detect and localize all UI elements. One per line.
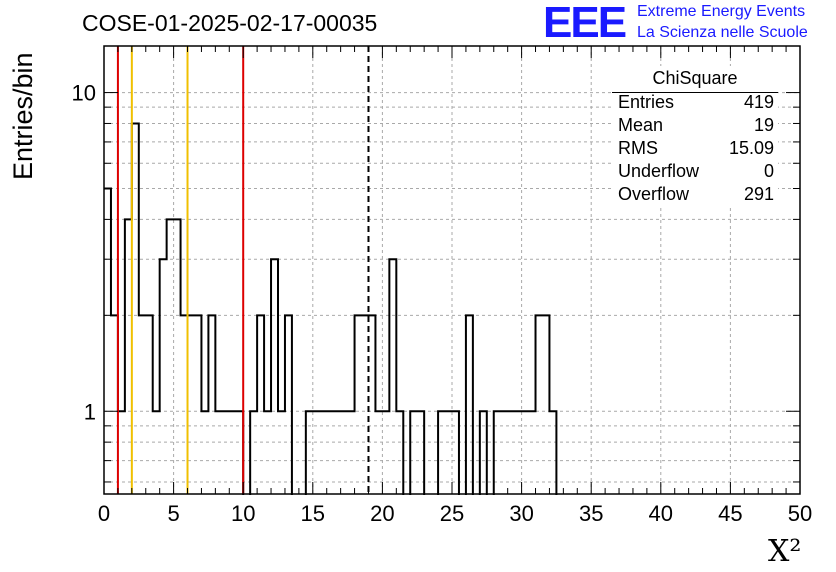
stat-key: RMS	[618, 138, 658, 158]
y-tick-label: 10	[72, 81, 96, 106]
stats-divider	[612, 92, 778, 93]
reference-lines	[116, 46, 370, 494]
x-tick-label: 0	[98, 501, 110, 526]
stat-key: Overflow	[618, 184, 690, 204]
x-axis-label: X²	[768, 534, 802, 569]
stat-value: 19	[753, 115, 774, 135]
y-axis-label: Entries/bin	[8, 52, 38, 180]
stat-value: 291	[743, 184, 774, 204]
x-tick-label: 5	[167, 501, 179, 526]
logo-line-1: Extreme Energy Events	[637, 3, 806, 20]
stat-key: Mean	[618, 115, 664, 135]
chart-title: COSE-01-2025-02-17-00035	[82, 10, 378, 36]
x-tick-label: 35	[579, 501, 603, 526]
stats-title: ChiSquare	[652, 68, 738, 88]
x-tick-label: 10	[231, 501, 255, 526]
stats-box: ChiSquare Entries 419 Mean 19 RMS 15.09 …	[612, 66, 778, 208]
grid-lines	[104, 46, 800, 494]
y-tick-label: 1	[84, 399, 96, 424]
x-tick-label: 20	[370, 501, 394, 526]
x-tick-label: 40	[649, 501, 673, 526]
stat-row-entries: Entries 419	[618, 92, 774, 114]
stat-row-overflow: Overflow 291	[618, 184, 774, 206]
stat-value: 419	[743, 92, 774, 112]
x-tick-label: 50	[788, 501, 812, 526]
eee-logo: EEE	[543, 0, 627, 47]
logo-line-2: La Scienza nelle Scuole	[637, 24, 808, 41]
stat-key: Underflow	[618, 161, 700, 181]
x-tick-label: 25	[440, 501, 464, 526]
stat-key: Entries	[618, 92, 675, 112]
stat-value: 0	[763, 161, 774, 181]
stat-value: 15.09	[728, 138, 774, 158]
histogram-series	[0, 122, 836, 572]
stat-row-underflow: Underflow 0	[618, 161, 774, 183]
stat-row-mean: Mean 19	[618, 115, 774, 137]
stat-row-rms: RMS 15.09	[618, 138, 774, 160]
x-tick-label: 30	[509, 501, 533, 526]
x-tick-label: 45	[718, 501, 742, 526]
x-tick-label: 15	[301, 501, 325, 526]
axis-ticks	[103, 46, 801, 494]
tick-labels: 0 5 10 15 20 25 30 35 40 45 50 1 10	[72, 81, 813, 526]
below-axis-mask	[0, 495, 836, 572]
